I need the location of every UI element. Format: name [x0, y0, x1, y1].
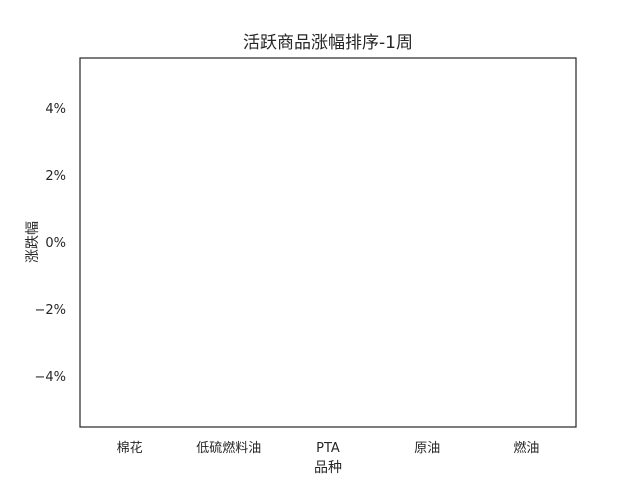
x-tick-label: 棉花 [117, 440, 143, 456]
x-tick-label: PTA [316, 441, 340, 456]
y-tick-label: −4% [34, 370, 66, 385]
y-tick-label: 2% [45, 169, 66, 184]
x-axis-label: 品种 [314, 460, 342, 476]
x-axis-ticks: 棉花 低硫燃料油 PTA 原油 燃油 [117, 440, 540, 456]
x-tick-label: 燃油 [513, 440, 539, 456]
y-axis-ticks: 4% 2% 0% −2% −4% [34, 102, 66, 385]
y-axis-label: 涨跌幅 [25, 221, 41, 263]
plot-frame [79, 57, 577, 428]
y-tick-label: −2% [34, 303, 66, 318]
x-tick-label: 低硫燃料油 [196, 440, 261, 456]
x-tick-label: 原油 [414, 441, 440, 456]
chart-title: 活跃商品涨幅排序-1周 [243, 33, 413, 53]
y-tick-label: 0% [45, 236, 66, 251]
y-tick-label: 4% [45, 102, 66, 117]
